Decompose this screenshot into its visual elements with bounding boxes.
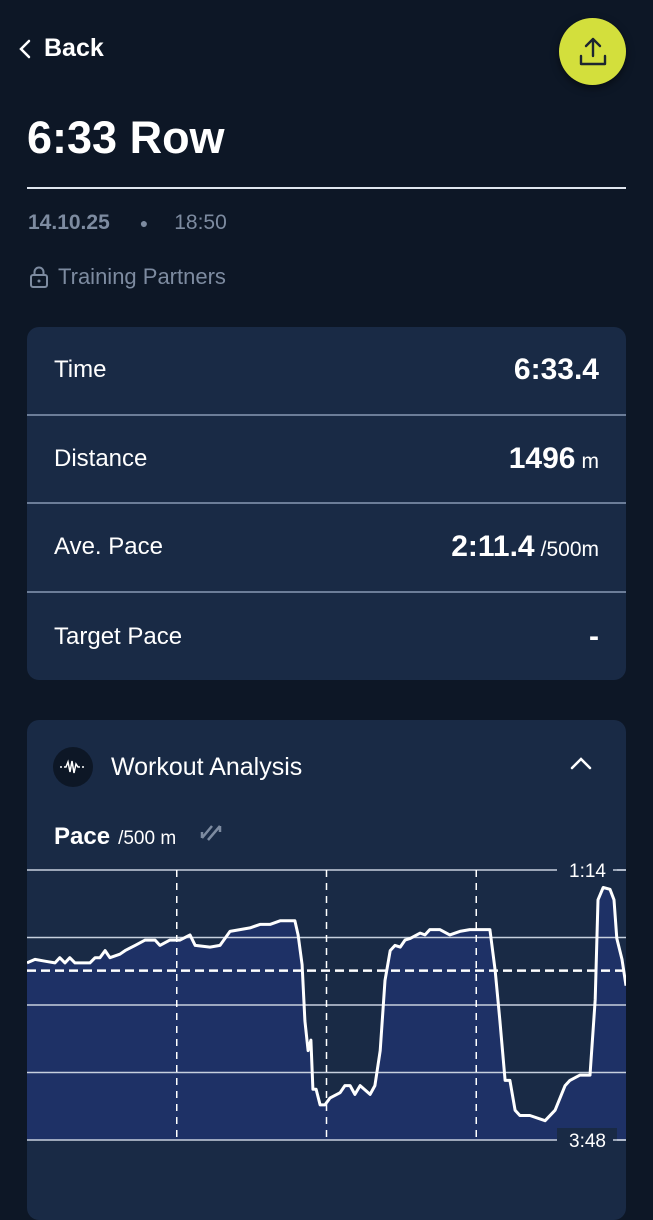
- compare-toggle-icon[interactable]: [198, 820, 226, 844]
- analysis-header[interactable]: Workout Analysis: [53, 747, 302, 787]
- chevron-up-icon[interactable]: [570, 756, 592, 770]
- workout-date: 14.10.25: [28, 211, 110, 234]
- workout-meta: 14.10.25 ● 18:50: [28, 211, 227, 235]
- stat-row-time: Time 6:33.4: [27, 327, 626, 416]
- stat-label: Distance: [54, 444, 148, 472]
- y-tick-label: 3:48: [569, 1131, 606, 1152]
- stat-row-target-pace: Target Pace -: [27, 593, 626, 681]
- workout-time: 18:50: [174, 211, 227, 234]
- pace-line: [27, 886, 626, 1123]
- separator-dot: ●: [139, 215, 149, 231]
- share-upload-icon: [579, 37, 606, 65]
- stat-value: 1496: [508, 441, 576, 475]
- stat-row-ave-pace: Ave. Pace 2:11.4/500m: [27, 504, 626, 593]
- workout-analysis-card: Workout Analysis Pace /500 m 1:14 3:48: [27, 720, 626, 1220]
- page-title: 6:33 Row: [27, 112, 225, 163]
- title-divider: [27, 187, 626, 189]
- y-tick-label: 1:14: [569, 861, 606, 882]
- back-label: Back: [44, 34, 104, 62]
- tick-label-bg: [557, 860, 617, 882]
- stat-value: -: [589, 619, 599, 653]
- metric-label: Pace: [54, 823, 111, 850]
- chevron-left-icon: [19, 39, 31, 58]
- analysis-title: Workout Analysis: [111, 752, 303, 781]
- waveform-icon: [53, 747, 93, 787]
- stats-card: Time 6:33.4 Distance 1496 m Ave. Pace 2:11.4…: [27, 327, 626, 680]
- stat-value: 6:33.4: [513, 353, 599, 387]
- tick-label-bg: [557, 1128, 617, 1152]
- metric-unit: /500 m: [118, 828, 177, 849]
- lock-icon: [30, 266, 48, 288]
- pace-chart: 1:14 3:48: [27, 860, 626, 1152]
- back-button[interactable]: Back: [18, 34, 104, 63]
- stat-label: Target Pace: [54, 622, 183, 650]
- pace-heading: Pace /500 m: [54, 820, 226, 851]
- stat-row-distance: Distance 1496 m: [27, 416, 626, 504]
- stat-value: 2:11.4: [451, 530, 535, 564]
- stat-label: Ave. Pace: [54, 533, 163, 561]
- share-button[interactable]: [559, 18, 626, 85]
- privacy-label: Training Partners: [58, 264, 226, 289]
- privacy-setting[interactable]: Training Partners: [28, 264, 226, 290]
- stat-unit: m: [581, 449, 600, 473]
- stat-unit: /500m: [540, 538, 599, 562]
- stat-label: Time: [54, 356, 107, 384]
